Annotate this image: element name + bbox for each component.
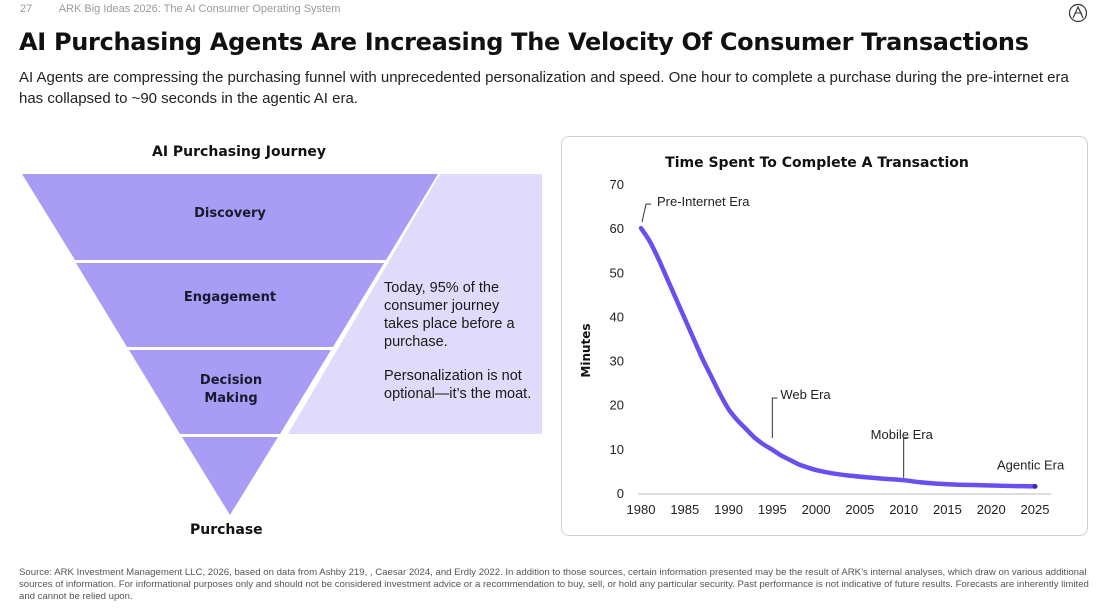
annotation-leader (771, 397, 778, 439)
ark-logo-icon (1068, 3, 1088, 23)
series-line (638, 225, 1038, 489)
callout-text-moat: Personalization is not optional—it’s the… (384, 368, 532, 402)
purchasing-funnel (22, 174, 542, 515)
chart-title: Time Spent To Complete A Transaction (665, 155, 969, 171)
transaction-time-chart: Time Spent To Complete A Transaction 0 10… (579, 155, 1065, 517)
stage-label-discovery: Discovery (194, 206, 266, 221)
y-tick-label: 30 (610, 354, 624, 369)
x-tick-label: 1990 (714, 502, 743, 517)
annotation-label: Web Era (780, 387, 831, 402)
stage-label-engagement: Engagement (183, 290, 277, 305)
source-footnote: Source: ARK Investment Management LLC, 2… (19, 567, 1089, 602)
x-tick-label: 2015 (933, 502, 962, 517)
annotation-leader (903, 437, 909, 478)
funnel-stage-discovery (22, 174, 438, 260)
funnel-stage-purchase (182, 437, 278, 515)
funnel-stage-engagement (76, 263, 384, 347)
y-tick-label: 0 (617, 486, 624, 501)
page-number: 27 (20, 3, 33, 15)
annotation-label: Pre-Internet Era (657, 194, 750, 209)
y-tick-label: 40 (610, 309, 624, 324)
slide-header: 27 ARK Big Ideas 2026: The AI Consumer O… (20, 3, 340, 15)
annotation-label: Mobile Era (871, 427, 934, 442)
annotation-label: Agentic Era (997, 457, 1065, 472)
x-tick-label: 2000 (802, 502, 831, 517)
x-tick-label: 2010 (889, 502, 918, 517)
x-tick-label: 2005 (845, 502, 874, 517)
callout-text-journey: Today, 95% of the consumer journey takes… (384, 280, 515, 350)
callout-panel (288, 174, 542, 434)
y-tick-label: 10 (610, 442, 624, 457)
stage-label-purchase: Purchase (190, 522, 263, 538)
funnel-title: AI Purchasing Journey (152, 144, 327, 160)
annotation-leader (641, 203, 651, 223)
y-tick-label: 70 (610, 177, 624, 192)
chart-panel (561, 136, 1088, 536)
page-title: AI Purchasing Agents Are Increasing The … (19, 28, 1029, 56)
x-tick-label: 1980 (627, 502, 656, 517)
y-tick-label: 20 (610, 398, 624, 413)
stage-label-decision-making: Decision Making (199, 373, 263, 406)
page-subtitle: AI Agents are compressing the purchasing… (19, 69, 1069, 107)
funnel-callout: Today, 95% of the consumer journey takes… (384, 279, 534, 419)
x-tick-label: 2025 (1021, 502, 1050, 517)
deck-title: ARK Big Ideas 2026: The AI Consumer Oper… (58, 3, 341, 15)
y-axis-label: Minutes (579, 323, 593, 377)
x-tick-label: 2020 (977, 502, 1006, 517)
x-tick-label: 1995 (758, 502, 787, 517)
funnel-stage-decision-making (129, 350, 331, 434)
x-tick-label: 1985 (670, 502, 699, 517)
y-tick-label: 60 (610, 221, 624, 236)
series-end-point (1032, 483, 1038, 489)
y-tick-label: 50 (610, 265, 624, 280)
